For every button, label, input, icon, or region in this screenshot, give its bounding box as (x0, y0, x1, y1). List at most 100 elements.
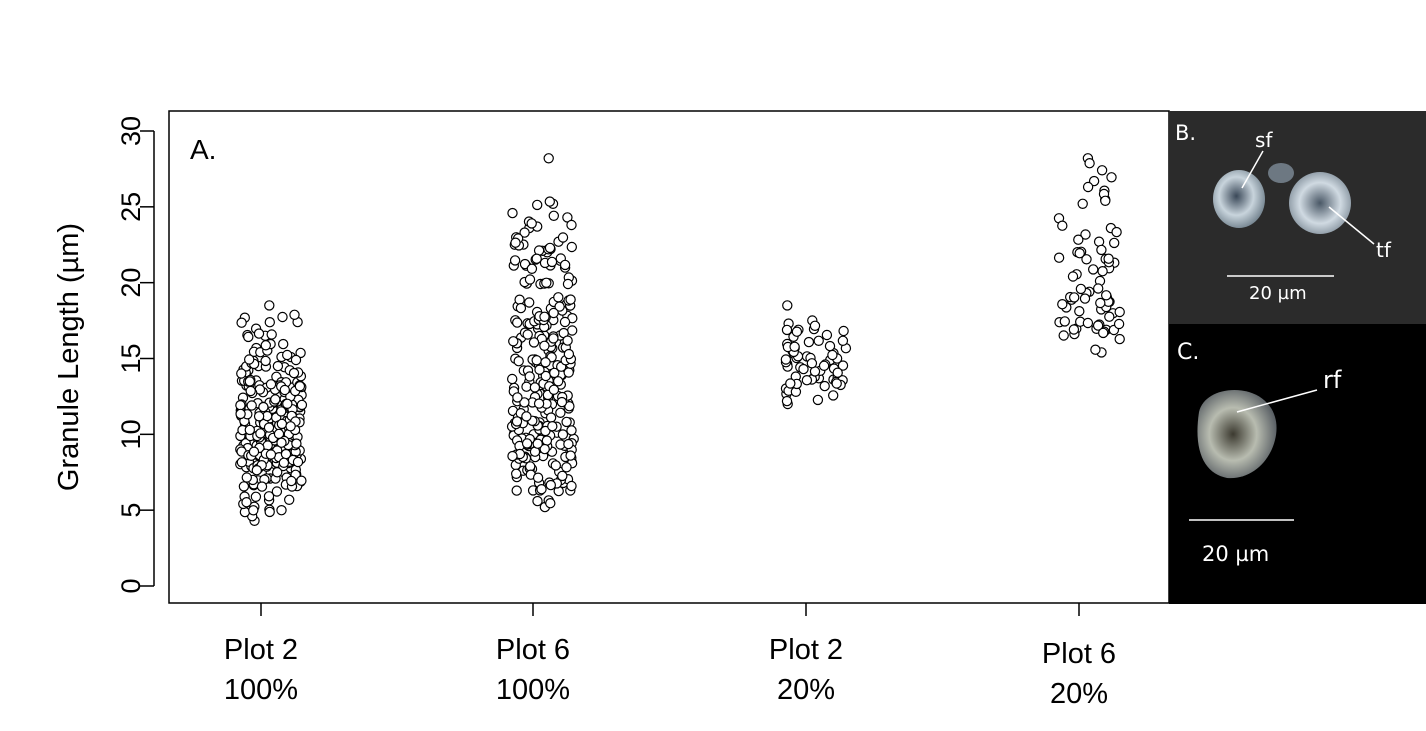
data-point (554, 301, 565, 312)
data-point (526, 263, 538, 274)
data-point (507, 207, 518, 219)
data-point (798, 363, 809, 375)
data-point (264, 506, 275, 518)
data-point (821, 329, 833, 341)
data-point (828, 390, 839, 401)
data-point (557, 232, 569, 243)
data-point (276, 437, 287, 448)
data-point (265, 449, 277, 460)
data-point (1100, 195, 1111, 206)
data-point (235, 408, 246, 420)
data-point (782, 300, 793, 311)
plot-frame (168, 110, 1170, 604)
data-point (236, 317, 247, 328)
data-point (553, 292, 564, 303)
data-point (1103, 253, 1114, 264)
data-point (809, 320, 821, 331)
x-tick-sublabel: 20% (777, 674, 835, 706)
tf-arrow (1328, 206, 1375, 245)
data-point (236, 457, 248, 468)
data-point (1053, 252, 1065, 263)
data-point (1074, 306, 1085, 317)
y-tick-label: 20 (116, 268, 146, 298)
y-axis: 0 5 10 15 20 25 30 (116, 116, 155, 594)
sf-arrow (1241, 150, 1264, 189)
micrograph-b-label: B. (1175, 121, 1197, 145)
data-point (561, 462, 572, 473)
data-point (546, 256, 558, 268)
data-point (780, 354, 792, 365)
data-point (540, 357, 551, 368)
data-point (1077, 198, 1088, 209)
data-point (246, 400, 257, 411)
data-point (824, 340, 836, 352)
data-point (288, 367, 300, 379)
data-point (533, 398, 545, 409)
data-point (781, 395, 793, 407)
data-point (789, 341, 800, 352)
data-point (550, 460, 562, 471)
data-point (806, 358, 818, 369)
data-point (1096, 165, 1108, 176)
granule-small (1268, 163, 1294, 183)
data-point (244, 424, 255, 436)
data-point (561, 416, 572, 428)
granule-c (1197, 390, 1277, 479)
data-point (286, 475, 297, 487)
data-point (512, 317, 523, 328)
granule-left (1213, 170, 1265, 228)
data-point (539, 340, 550, 351)
data-point (251, 465, 262, 476)
data-point (1068, 324, 1080, 335)
data-point (562, 278, 574, 290)
data-point (1080, 229, 1091, 240)
data-point (536, 484, 547, 495)
scale-label-b: 20 µm (1249, 283, 1307, 304)
data-point (510, 237, 521, 248)
data-point (258, 401, 269, 413)
data-point (291, 438, 302, 449)
data-point (813, 335, 824, 346)
data-point (531, 253, 542, 264)
data-point (241, 497, 252, 508)
data-point (563, 348, 575, 360)
data-point (253, 411, 265, 422)
data-point (559, 259, 571, 271)
y-tick-label: 30 (116, 116, 146, 146)
rf-arrow (1236, 389, 1318, 413)
data-point (1092, 283, 1104, 294)
y-tick-label: 15 (116, 343, 146, 373)
data-point (282, 349, 293, 361)
data-point (521, 381, 532, 392)
rf-label: rf (1323, 366, 1342, 394)
data-point (511, 416, 523, 427)
data-point (1096, 244, 1107, 256)
data-point (548, 307, 559, 319)
x-tick-label: Plot 2 (224, 634, 298, 666)
sf-label: sf (1255, 128, 1273, 152)
data-point (244, 376, 255, 387)
data-point (276, 418, 288, 430)
data-point (566, 425, 577, 436)
data-point (236, 368, 247, 379)
data-point (514, 294, 525, 305)
data-point (534, 364, 545, 375)
data-point (285, 421, 296, 432)
data-point (549, 367, 560, 379)
data-point (532, 495, 543, 507)
data-point (557, 429, 569, 440)
data-point (812, 394, 824, 406)
data-point (1082, 317, 1094, 329)
data-point (245, 385, 256, 397)
data-point (256, 481, 268, 492)
data-point (278, 338, 289, 350)
data-point (260, 340, 271, 351)
data-point (1068, 292, 1080, 303)
data-point (1057, 220, 1068, 231)
data-point (272, 467, 283, 478)
data-point (544, 196, 556, 207)
data-point (235, 400, 246, 411)
data-point (276, 505, 287, 516)
data-point (1097, 327, 1109, 339)
